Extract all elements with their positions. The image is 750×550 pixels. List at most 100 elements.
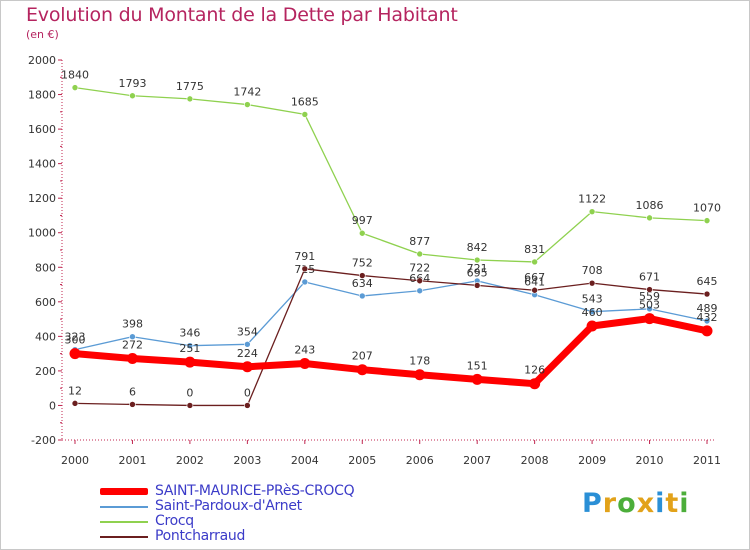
data-label: 151 <box>467 359 488 372</box>
data-point <box>473 256 481 264</box>
data-point <box>69 348 81 360</box>
data-label: 791 <box>294 250 315 263</box>
data-label: 721 <box>467 262 488 275</box>
x-tick-label: 2009 <box>578 454 606 467</box>
logo-letter: x <box>636 488 656 519</box>
x-tick-label: 2007 <box>463 454 491 467</box>
data-point <box>471 373 483 385</box>
data-point <box>529 378 541 390</box>
logo-letter: r <box>602 488 618 519</box>
y-tick-label: 200 <box>35 365 56 378</box>
x-tick-label: 2010 <box>636 454 664 467</box>
data-label: 354 <box>237 325 258 338</box>
data-label: 1122 <box>578 193 606 206</box>
data-point <box>416 277 424 285</box>
data-label: 0 <box>186 386 193 399</box>
x-tick-label: 2006 <box>406 454 434 467</box>
data-point <box>71 84 79 91</box>
x-tick-label: 2002 <box>176 454 204 467</box>
legend-item-saint-maurice: SAINT-MAURICE-PRèS-CROCQ <box>100 484 420 499</box>
data-label: 671 <box>639 271 660 284</box>
data-point <box>644 313 656 325</box>
legend-label: Pontcharraud <box>155 528 246 544</box>
data-point <box>129 92 136 100</box>
data-point <box>358 229 366 237</box>
data-label: 1685 <box>291 95 319 108</box>
data-point <box>184 356 196 368</box>
y-tick-label: 2000 <box>28 54 56 67</box>
data-label: 559 <box>639 290 660 303</box>
data-point <box>186 342 194 349</box>
data-label: 708 <box>582 264 603 277</box>
y-tick-label: -200 <box>31 434 56 447</box>
legend-swatch-saint-maurice <box>100 488 148 495</box>
data-point <box>126 352 138 364</box>
y-tick-label: 600 <box>35 296 56 309</box>
data-point <box>588 208 596 215</box>
data-point <box>703 217 711 224</box>
chart-title: Evolution du Montant de la Dette par Hab… <box>26 4 458 26</box>
data-point <box>414 369 426 381</box>
y-tick-label: 1000 <box>28 227 56 240</box>
legend-item-saint-pardoux: Saint-Pardoux-d'Arnet <box>100 499 420 514</box>
x-tick-label: 2008 <box>521 454 549 467</box>
data-point <box>356 364 368 376</box>
series-line <box>74 86 708 263</box>
data-label: 1840 <box>61 69 89 82</box>
data-point <box>186 95 194 103</box>
legend-label: SAINT-MAURICE-PRèS-CROCQ <box>155 483 355 499</box>
data-label: 178 <box>409 355 430 368</box>
y-tick-label: 400 <box>35 330 56 343</box>
x-tick-label: 2011 <box>693 454 721 467</box>
data-point <box>301 278 309 286</box>
data-point <box>586 320 598 332</box>
data-label: 224 <box>237 347 258 360</box>
legend-swatch-crocq <box>100 521 148 523</box>
data-label: 634 <box>352 277 373 290</box>
data-point <box>703 317 711 325</box>
data-point <box>301 265 309 273</box>
y-tick-label: 1200 <box>28 192 56 205</box>
data-label: 243 <box>294 343 315 356</box>
data-label: 1742 <box>233 86 261 99</box>
legend-item-crocq: Crocq <box>100 514 420 529</box>
data-point <box>588 279 596 287</box>
data-label: 300 <box>65 334 86 347</box>
y-tick-label: 1400 <box>28 158 56 171</box>
data-point <box>299 357 311 369</box>
logo-letter: t <box>665 488 680 519</box>
x-tick-label: 2003 <box>233 454 261 467</box>
data-point <box>129 333 136 341</box>
data-label: 346 <box>179 327 200 340</box>
data-label: 0 <box>244 386 251 399</box>
data-point <box>358 292 366 300</box>
x-tick-label: 2004 <box>291 454 319 467</box>
logo-letter: P <box>582 488 603 519</box>
data-point <box>416 287 424 295</box>
data-label: 323 <box>65 331 86 344</box>
data-point <box>531 286 538 294</box>
data-label: 1070 <box>693 202 721 215</box>
legend-label: Crocq <box>155 513 194 529</box>
y-tick-label: 800 <box>35 261 56 274</box>
data-point <box>646 305 653 313</box>
series-line <box>71 315 711 388</box>
data-label: 207 <box>352 350 373 363</box>
data-point <box>416 250 424 258</box>
data-label: 877 <box>409 235 430 248</box>
y-tick-label: 0 <box>49 399 56 412</box>
data-point <box>646 286 653 293</box>
logo-letter: i <box>679 488 690 519</box>
data-point <box>646 214 653 222</box>
data-point <box>241 361 253 373</box>
data-label: 126 <box>524 364 545 377</box>
data-label: 251 <box>179 342 200 355</box>
data-point <box>531 258 538 266</box>
data-point <box>244 341 251 348</box>
series-line <box>74 268 708 407</box>
data-label: 543 <box>582 293 603 306</box>
x-tick-label: 2000 <box>61 454 89 467</box>
y-tick-label: 1800 <box>28 89 56 102</box>
data-label: 722 <box>409 262 430 275</box>
